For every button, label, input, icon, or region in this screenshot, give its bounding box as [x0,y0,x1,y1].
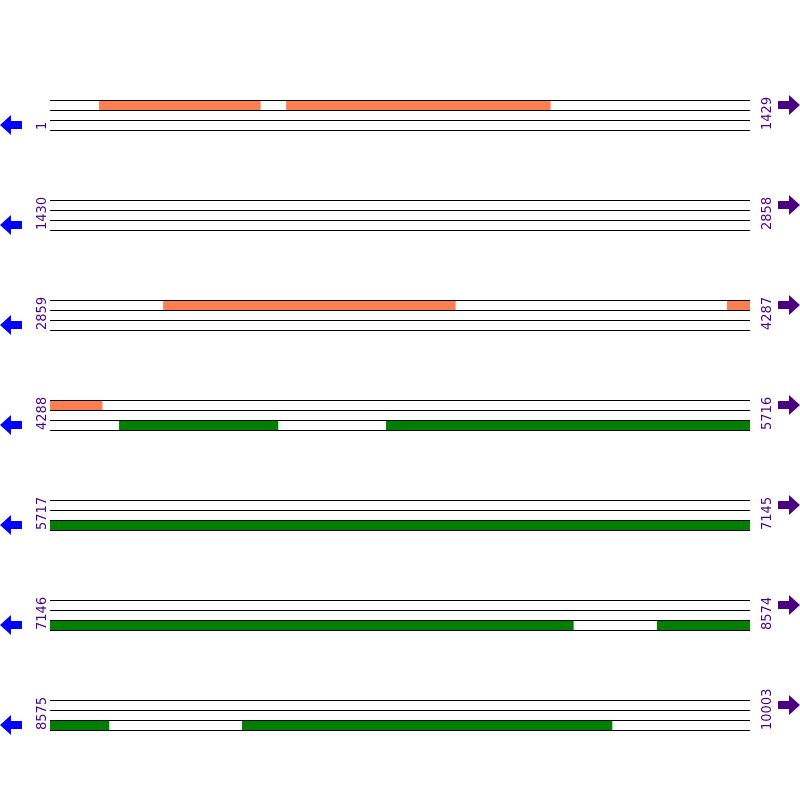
sequence-row: 8575 10003 [0,689,800,735]
row-end-label: 4287 [760,297,775,330]
reverse-feature [656,620,750,630]
reverse-feature [119,420,279,430]
arrow-left-icon [0,615,22,635]
sequence-row: 7146 8574 [0,595,800,635]
sequence-row: 4288 5716 [0,395,800,435]
row-start-label: 1430 [35,197,50,230]
sequence-row: 5717 7145 [0,495,800,535]
reverse-feature [50,720,110,730]
reverse-feature [386,420,750,430]
sequence-row: 1430 2858 [0,195,800,235]
arrow-right-icon [778,395,800,415]
row-end-label: 1429 [760,97,775,130]
arrow-left-icon [0,715,22,735]
row-start-label: 5717 [35,497,50,530]
sequence-row: 1 1429 [0,95,800,135]
arrow-left-icon [0,315,22,335]
arrow-right-icon [778,195,800,215]
sequence-row: 2859 4287 [0,295,800,335]
forward-feature [98,100,261,110]
row-start-label: 2859 [35,297,50,330]
row-end-label: 8574 [760,597,775,630]
arrow-right-icon [778,495,800,515]
row-end-label: 7145 [760,497,775,530]
row-start-label: 7146 [35,597,50,630]
reverse-feature [242,720,613,730]
arrow-right-icon [778,695,800,715]
arrow-right-icon [778,295,800,315]
arrow-left-icon [0,515,22,535]
arrow-right-icon [778,595,800,615]
row-end-label: 10003 [760,689,775,730]
forward-feature [286,100,551,110]
row-start-label: 4288 [35,397,50,430]
arrow-left-icon [0,415,22,435]
arrow-left-icon [0,115,22,135]
row-end-label: 2858 [760,197,775,230]
forward-feature [50,400,103,410]
forward-feature [163,300,456,310]
row-start-label: 1 [35,122,50,130]
arrow-right-icon [778,95,800,115]
row-start-label: 8575 [35,697,50,730]
reverse-feature [50,620,574,630]
row-end-label: 5716 [760,397,775,430]
forward-feature [726,300,750,310]
reverse-feature [50,520,750,530]
arrow-left-icon [0,215,22,235]
